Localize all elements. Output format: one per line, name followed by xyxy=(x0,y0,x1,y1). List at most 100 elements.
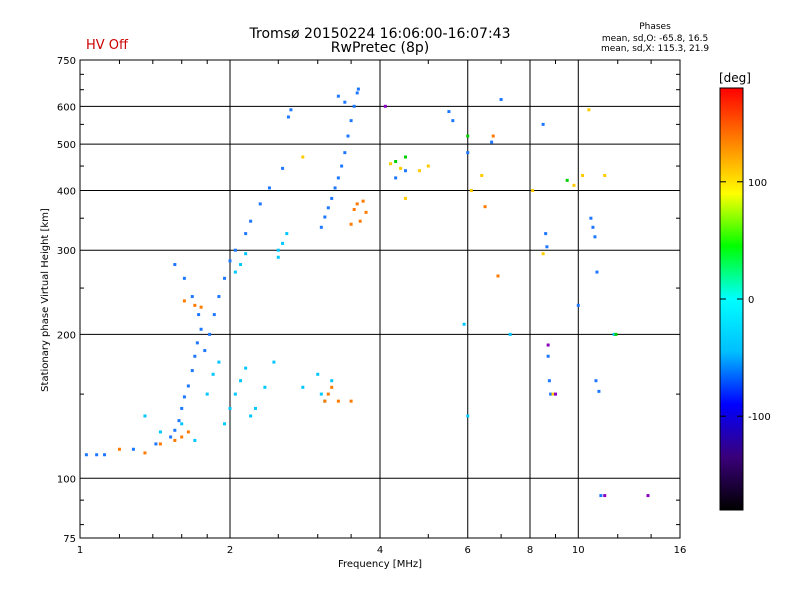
data-point xyxy=(154,442,158,446)
data-point xyxy=(233,248,237,252)
data-point xyxy=(249,219,253,223)
data-point xyxy=(173,263,177,267)
data-point xyxy=(469,188,473,192)
data-point xyxy=(547,379,551,383)
colorbar-tick-label: 0 xyxy=(748,295,754,306)
data-point xyxy=(199,327,203,331)
y-tick-label: 200 xyxy=(57,330,76,341)
data-point xyxy=(117,447,121,451)
data-point xyxy=(349,222,353,226)
data-point xyxy=(301,385,305,389)
y-tick-label: 500 xyxy=(57,140,76,151)
x-tick-label: 4 xyxy=(377,545,383,556)
y-tick-label: 300 xyxy=(57,246,76,257)
data-point xyxy=(591,225,595,229)
data-point xyxy=(496,274,500,278)
data-point xyxy=(394,159,398,163)
data-point xyxy=(403,169,407,173)
phases-x-stats: mean, sd,X: 115.3, 21.9 xyxy=(600,44,710,54)
data-point xyxy=(289,108,293,112)
data-point xyxy=(358,219,362,223)
data-point xyxy=(228,259,232,263)
data-point xyxy=(190,295,194,299)
data-point xyxy=(173,438,177,442)
data-point xyxy=(576,303,580,307)
data-point xyxy=(330,385,334,389)
data-point xyxy=(182,276,186,280)
data-point xyxy=(581,173,585,177)
x-tick-label: 1 xyxy=(77,545,83,556)
plot-axes: 1 2 4 6 8 10 16 75 100 200 300 400 500 600 750 xyxy=(57,56,686,556)
data-point xyxy=(193,438,197,442)
data-point xyxy=(597,389,601,393)
data-point xyxy=(565,178,569,182)
data-point xyxy=(272,360,276,364)
data-point xyxy=(589,216,593,220)
y-axis-label: Stationary phase Virtual Height [km] xyxy=(40,208,51,392)
data-point xyxy=(217,360,221,364)
data-point xyxy=(199,305,203,309)
data-point xyxy=(233,270,237,274)
y-tick-label: 750 xyxy=(57,56,76,67)
data-point xyxy=(158,430,162,434)
y-tick-label: 600 xyxy=(57,102,76,113)
data-point xyxy=(544,232,548,236)
data-point xyxy=(483,205,487,209)
data-point xyxy=(531,188,535,192)
data-point xyxy=(195,341,199,345)
data-point xyxy=(491,134,495,138)
data-point xyxy=(546,343,550,347)
data-point xyxy=(95,453,99,457)
data-point xyxy=(340,164,344,168)
data-point xyxy=(541,252,545,256)
phase-colorbar: [deg] 100 0 -100 xyxy=(719,71,771,511)
data-point xyxy=(349,399,353,403)
data-point xyxy=(355,91,359,95)
data-point xyxy=(84,453,88,457)
data-point xyxy=(417,169,421,173)
x-tick-label: 6 xyxy=(465,545,471,556)
data-point xyxy=(646,494,650,498)
data-point xyxy=(267,186,271,190)
data-point xyxy=(462,322,466,326)
data-point xyxy=(186,384,190,388)
data-point xyxy=(173,428,177,432)
colorbar-label: [deg] xyxy=(719,71,751,85)
data-point xyxy=(551,392,555,396)
colorbar-tick-label: 100 xyxy=(748,178,767,189)
data-point xyxy=(182,395,186,399)
data-point xyxy=(480,173,484,177)
hv-status-label: HV Off xyxy=(86,38,128,53)
data-point xyxy=(546,354,550,358)
data-point xyxy=(316,372,320,376)
data-point xyxy=(336,399,340,403)
data-point xyxy=(389,162,393,166)
data-point xyxy=(383,104,387,108)
x-tick-label: 8 xyxy=(527,545,533,556)
plot-frame xyxy=(79,59,681,539)
data-point xyxy=(352,208,356,212)
chart-title-line1: Tromsø 20150224 16:06:00-16:07:43 xyxy=(249,26,511,42)
data-point xyxy=(190,369,194,373)
data-point xyxy=(603,173,607,177)
data-point xyxy=(276,255,280,259)
chart-title-line2: RwPretec (8p) xyxy=(330,40,430,56)
data-point xyxy=(466,134,470,138)
data-point xyxy=(180,435,184,439)
y-tick-label: 400 xyxy=(57,186,76,197)
data-point xyxy=(180,422,184,426)
data-point xyxy=(346,134,350,138)
data-point xyxy=(193,303,197,307)
data-point xyxy=(352,104,356,108)
data-point xyxy=(223,276,227,280)
data-point xyxy=(103,453,107,457)
data-point xyxy=(233,392,237,396)
data-point xyxy=(228,406,232,410)
data-points xyxy=(84,87,650,498)
data-point xyxy=(208,332,212,336)
data-point xyxy=(258,202,262,206)
x-tick-label: 2 xyxy=(227,545,233,556)
data-point xyxy=(399,166,403,170)
y-tick-label: 100 xyxy=(57,474,76,485)
